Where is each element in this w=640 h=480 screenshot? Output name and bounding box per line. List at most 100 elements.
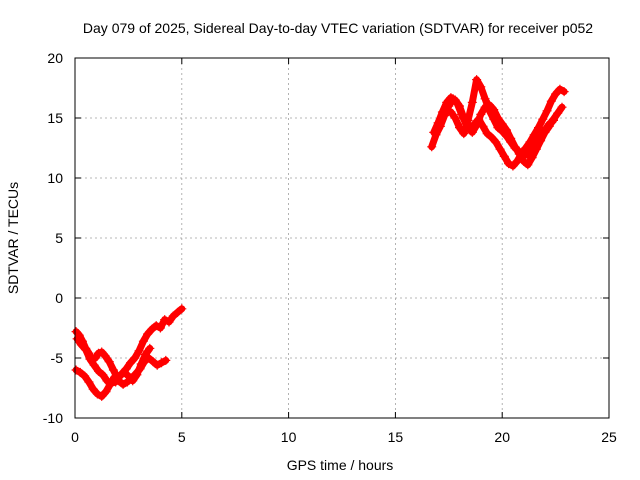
data-point <box>450 113 460 123</box>
x-tick-label: 15 <box>388 429 404 445</box>
data-point <box>476 109 486 119</box>
data-point <box>108 365 118 375</box>
data-point <box>446 107 456 117</box>
data-point <box>467 127 477 137</box>
data-point <box>499 151 509 161</box>
data-point <box>76 340 86 350</box>
x-tick-label: 10 <box>281 429 297 445</box>
data-point <box>506 137 516 147</box>
data-point <box>130 353 140 363</box>
data-point <box>72 334 82 344</box>
data-series <box>446 75 558 160</box>
data-point <box>538 114 548 124</box>
data-point <box>143 329 153 339</box>
data-point <box>437 107 447 117</box>
data-point <box>489 114 499 124</box>
x-tick-label: 25 <box>601 429 617 445</box>
series-trace <box>72 354 170 400</box>
y-tick-label: -10 <box>43 410 63 426</box>
data-point <box>467 97 477 107</box>
x-tick-label: 0 <box>71 429 79 445</box>
data-point <box>463 115 473 125</box>
data-point <box>459 129 469 139</box>
data-point <box>97 391 107 401</box>
data-point <box>427 142 437 152</box>
x-tick-label: 20 <box>494 429 510 445</box>
axis-ticks: 0 5 10 15 20 25 -10 -5 0 5 10 15 20 <box>43 50 617 445</box>
data-point <box>497 126 507 136</box>
data-point <box>523 160 533 170</box>
data-point <box>472 75 482 85</box>
data-point <box>502 131 511 141</box>
data-point <box>84 377 94 387</box>
data-point <box>164 317 174 327</box>
data-point <box>429 127 439 137</box>
data-point <box>134 346 144 356</box>
data-point <box>138 336 148 346</box>
data-point <box>85 354 95 364</box>
data-point <box>442 97 452 107</box>
data-point <box>106 378 116 388</box>
data-point <box>531 138 541 148</box>
data-point <box>546 96 556 106</box>
chart-title: Day 079 of 2025, Sidereal Day-to-day VTE… <box>83 20 593 36</box>
data-series <box>72 334 155 388</box>
data-point <box>104 357 114 367</box>
data-point <box>132 370 142 380</box>
data-point <box>508 161 518 171</box>
y-tick-label: 5 <box>55 230 63 246</box>
data-point <box>89 360 99 370</box>
y-axis-label: SDTVAR / TECUs <box>5 182 21 294</box>
data-point <box>480 94 490 104</box>
y-tick-label: 20 <box>47 50 63 66</box>
data-point <box>476 82 486 92</box>
data-point <box>161 355 171 365</box>
data-point <box>527 144 537 154</box>
data-point <box>81 345 91 355</box>
data-point <box>559 87 569 97</box>
data-point <box>542 106 552 116</box>
data-point <box>455 101 464 111</box>
data-point <box>487 132 496 142</box>
y-tick-label: -5 <box>51 350 64 366</box>
data-point <box>88 384 98 394</box>
data-point <box>557 102 567 112</box>
data-point <box>155 323 165 333</box>
data-point <box>478 121 488 131</box>
data-point <box>126 358 135 368</box>
data-point <box>523 150 533 160</box>
data-point <box>145 343 155 353</box>
data-point <box>472 120 482 130</box>
y-tick-label: 10 <box>47 170 63 186</box>
data-point <box>80 371 90 381</box>
data-point <box>549 115 558 125</box>
data-point <box>551 89 561 99</box>
x-tick-label: 5 <box>178 429 186 445</box>
data-point <box>536 132 546 142</box>
data-point <box>136 359 146 369</box>
data-point <box>111 377 121 387</box>
data-point <box>101 387 111 397</box>
y-tick-label: 15 <box>47 110 63 126</box>
y-tick-label: 0 <box>55 290 63 306</box>
data-point <box>98 370 108 380</box>
data-point <box>495 144 505 154</box>
data-point <box>100 351 110 361</box>
data-point <box>177 304 187 314</box>
data-point <box>540 125 550 135</box>
data-points <box>71 75 569 401</box>
data-point <box>450 95 460 105</box>
data-point <box>128 376 138 386</box>
data-point <box>433 118 443 128</box>
data-point <box>529 130 539 140</box>
data-point <box>141 349 150 359</box>
data-point <box>553 108 563 118</box>
data-point <box>484 106 494 116</box>
data-point <box>455 123 464 133</box>
x-axis-label: GPS time / hours <box>287 457 394 473</box>
data-point <box>491 137 501 147</box>
data-point <box>123 371 133 381</box>
data-point <box>534 123 543 133</box>
data-series <box>71 304 187 383</box>
